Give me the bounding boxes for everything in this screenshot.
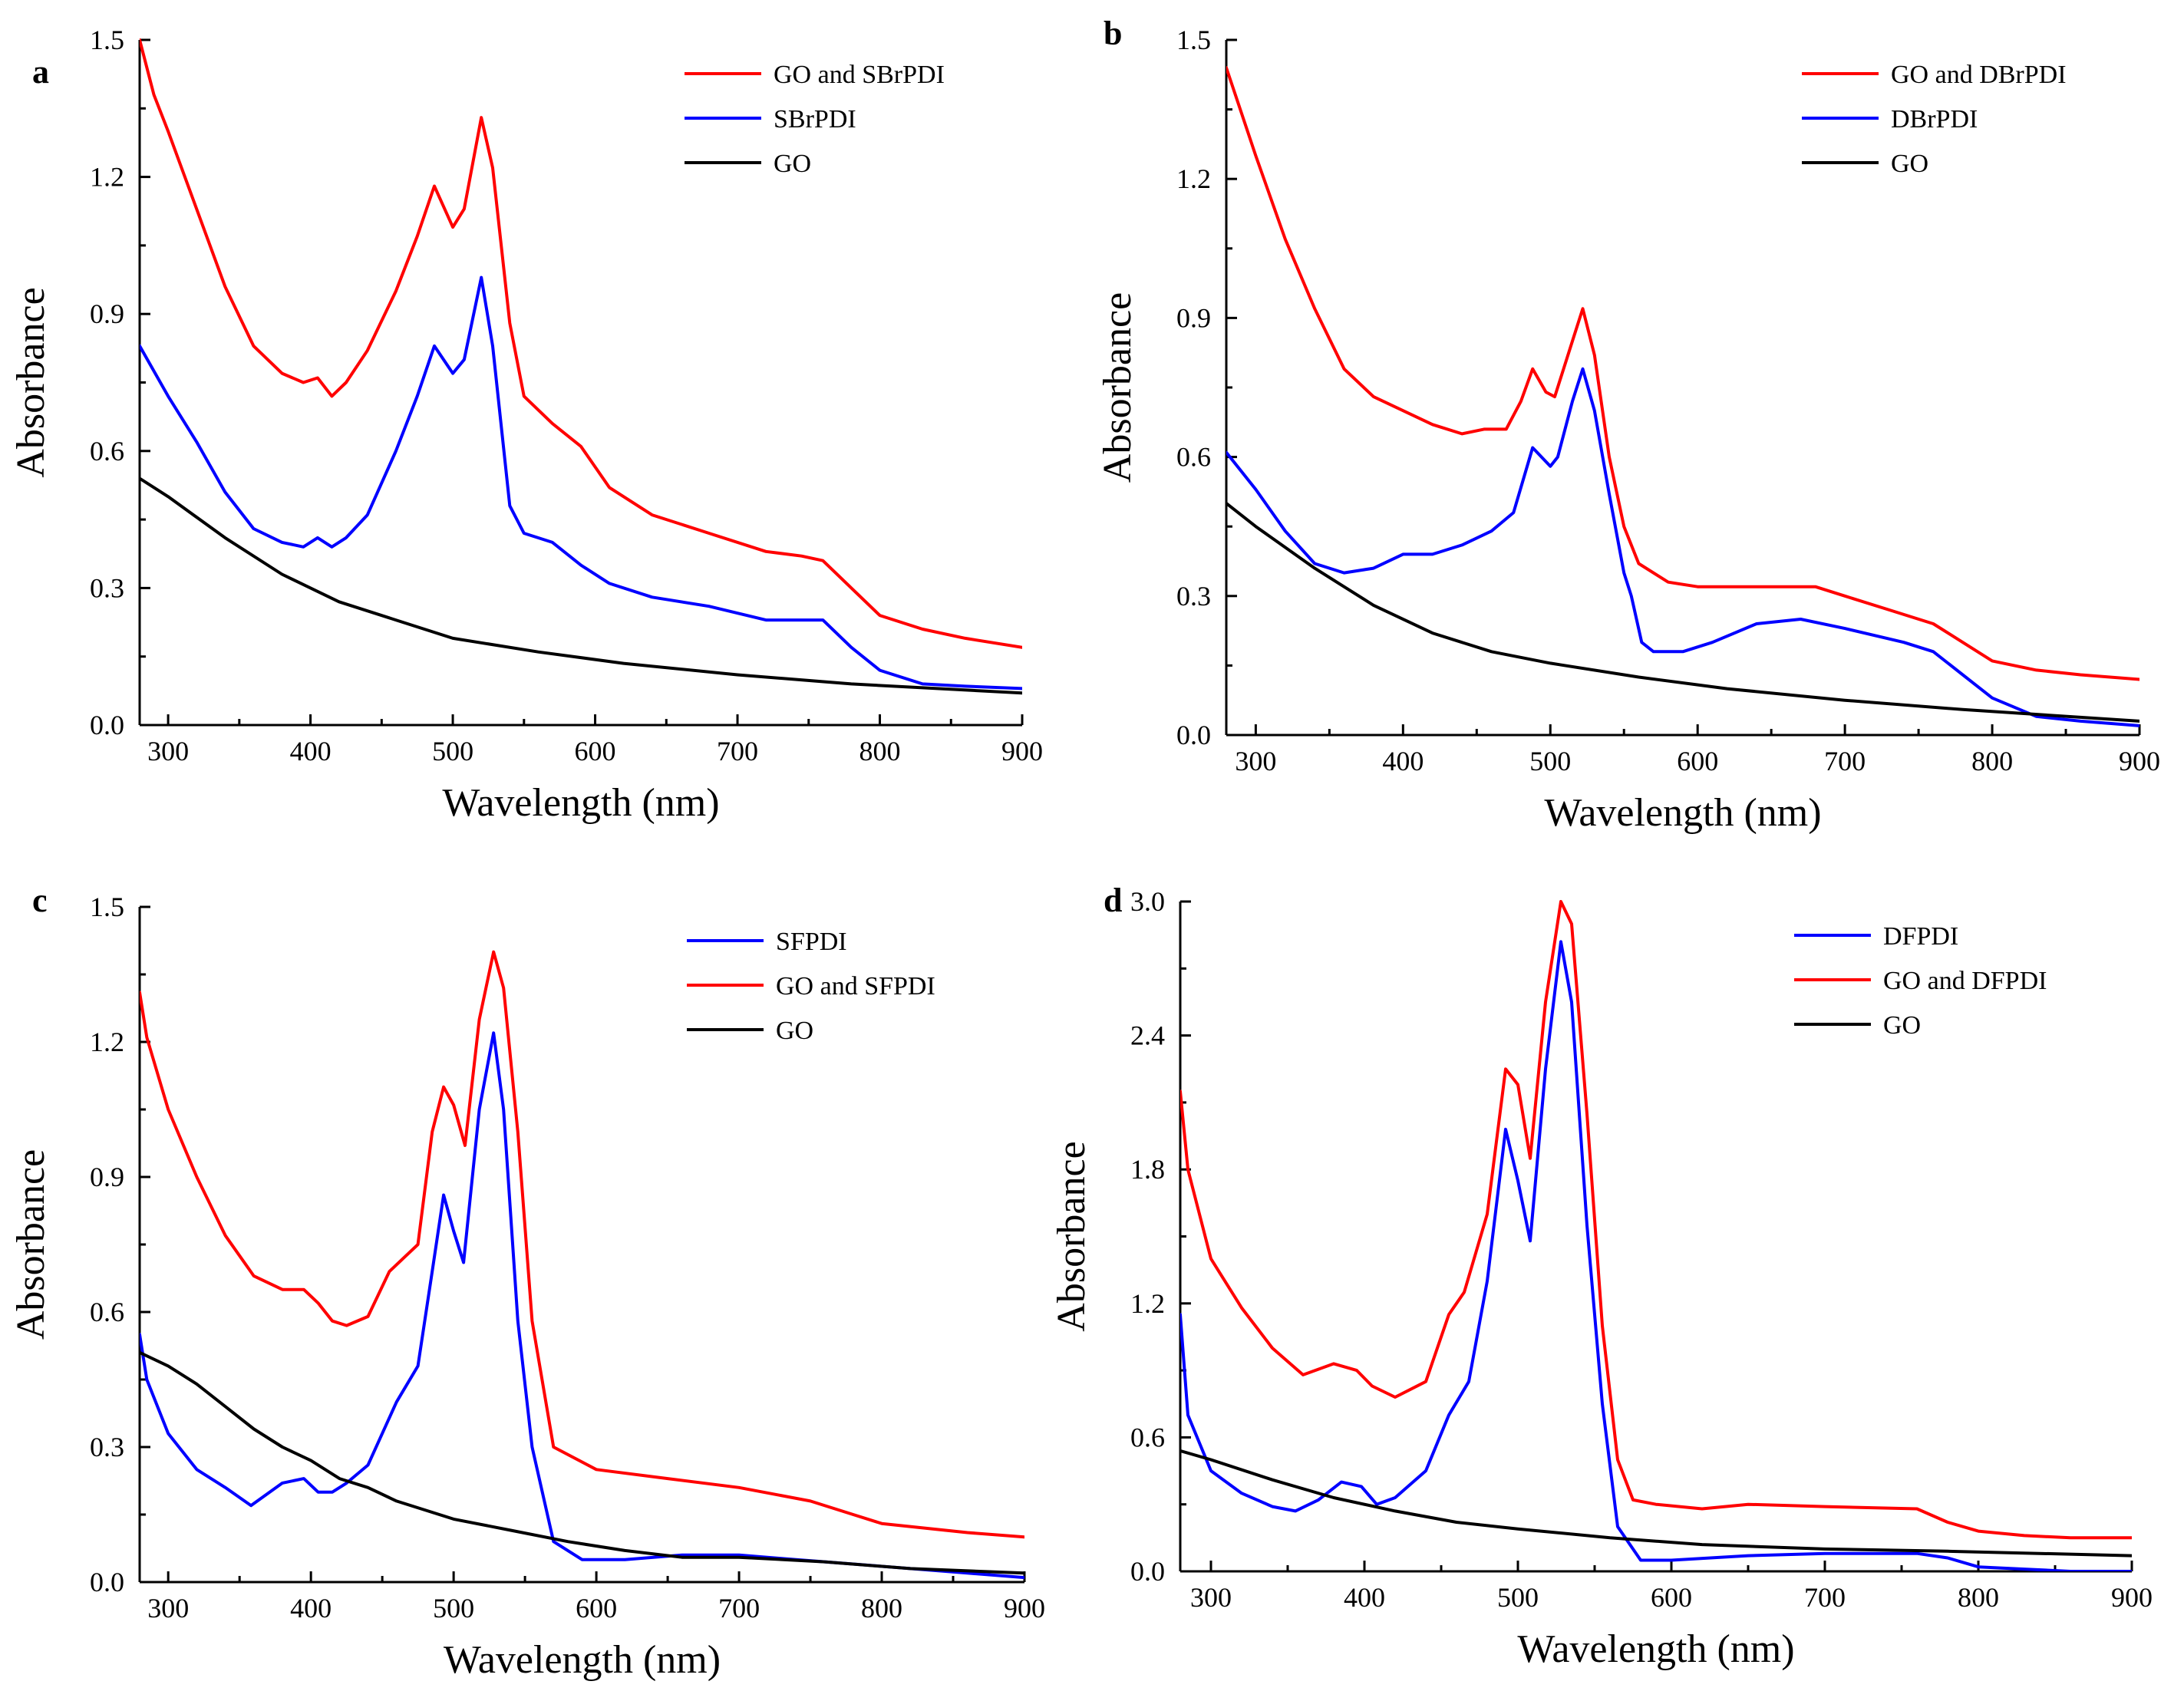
panel-c-y-tick-label: 0.3 (90, 1432, 124, 1462)
panel-a-legend-label: GO and SBrPDI (774, 61, 945, 89)
panel-b-y-tick-label: 0.9 (1176, 302, 1211, 333)
panel-d-y-tick-label: 1.2 (1130, 1288, 1165, 1319)
panel-d-legend-label: GO and DFPDI (1883, 967, 2047, 995)
panel-d-x-axis-title: Wavelength (nm) (1517, 1627, 1794, 1671)
panel-b-series-go-and-dbrpdi (1226, 66, 2139, 681)
panel-c-series-go (140, 1350, 1024, 1575)
panel-d-x-tick-label: 500 (1497, 1582, 1539, 1613)
panel-c-x-axis-title: Wavelength (nm) (444, 1638, 721, 1682)
panel-a-x-tick-label: 700 (717, 736, 758, 766)
panel-a-legend-label: SBrPDI (774, 105, 856, 134)
panel-d-series-go-and-dfpdi (1180, 900, 2132, 1540)
panel-b-y-tick-label: 0.6 (1176, 442, 1211, 473)
panel-d: 300 400 500 600 700 800 900 0.0 0.6 1.2 1.8 2.4 3.0 W… (1050, 882, 2153, 1671)
panel-d-legend-label: GO (1883, 1011, 1921, 1040)
panel-a-x-tick-label: 600 (575, 736, 616, 766)
panel-b-x-tick-label: 300 (1235, 746, 1276, 776)
panel-c-series-group (140, 950, 1024, 1580)
panel-d-x-tick-label: 600 (1651, 1582, 1692, 1613)
panel-c-y-tick-label: 0.0 (90, 1567, 124, 1597)
panel-c: 300 400 500 600 700 800 900 0.0 0.3 0.6 0.9 1.2 1.5 W… (9, 882, 1045, 1682)
panel-c-x-tick-label: 500 (433, 1593, 474, 1624)
panel-d-x-tick-label: 300 (1190, 1582, 1232, 1613)
panel-c-letter: c (32, 882, 48, 919)
panel-a-x-tick-label: 500 (432, 736, 473, 766)
panel-a-x-axis-title: Wavelength (nm) (442, 781, 719, 825)
panel-d-y-tick-label: 1.8 (1130, 1154, 1165, 1185)
panel-d-series-dfpdi (1180, 940, 2132, 1571)
panel-c-x-tick-label: 700 (718, 1593, 760, 1624)
panel-a-x-tick-label: 800 (859, 736, 901, 766)
panel-c-y-tick-label: 0.6 (90, 1297, 124, 1327)
panel-a-y-tick-label: 1.5 (90, 25, 124, 55)
panel-a-series-sbrpdi (140, 275, 1022, 691)
panel-c-x-tick-label: 600 (576, 1593, 617, 1624)
panel-b-letter: b (1104, 15, 1122, 52)
panel-b-x-tick-label: 900 (2119, 746, 2160, 776)
panel-b-series-group (1226, 66, 2139, 727)
panel-c-x-tick-label: 900 (1004, 1593, 1045, 1624)
panel-d-x-tick-label: 900 (2111, 1582, 2153, 1613)
panel-b-y-tick-label: 1.2 (1176, 163, 1211, 194)
panel-a-legend-label: GO (774, 150, 811, 178)
panel-d-x-tick-label: 400 (1344, 1582, 1385, 1613)
panel-a: 300 400 500 600 700 800 900 0.0 0.3 0.6 0.9 1.2 1.5 W… (9, 25, 1043, 825)
panel-b-legend-label: GO (1891, 150, 1928, 178)
panel-d-y-axis-title: Absorbance (1050, 1141, 1094, 1331)
panel-b-y-tick-label: 0.3 (1176, 581, 1211, 612)
panel-c-series-sfpdi (140, 1031, 1024, 1580)
panel-d-x-tick-label: 800 (1958, 1582, 1999, 1613)
panel-d-y-tick-label: 3.0 (1130, 886, 1165, 917)
panel-b-x-axis-title: Wavelength (nm) (1544, 791, 1821, 835)
panel-c-y-tick-label: 0.9 (90, 1162, 124, 1192)
panel-b-y-axis-title: Absorbance (1096, 292, 1140, 483)
panel-c-x-tick-label: 300 (147, 1593, 189, 1624)
panel-a-x-tick-label: 400 (290, 736, 332, 766)
panel-d-x-tick-label: 700 (1804, 1582, 1846, 1613)
panel-b-series-dbrpdi (1226, 367, 2139, 727)
panel-d-legend-label: DFPDI (1883, 922, 1958, 951)
panel-a-series-go (140, 476, 1022, 695)
panel-c-series-go-and-sfpdi (140, 950, 1024, 1539)
panel-b-legend-label: DBrPDI (1891, 105, 1978, 134)
panel-a-y-tick-label: 0.0 (90, 710, 124, 740)
panel-c-x-tick-label: 800 (861, 1593, 902, 1624)
panel-a-y-tick-label: 0.3 (90, 572, 124, 603)
panel-a-y-axis-title: Absorbance (9, 287, 53, 477)
panel-a-series-go-and-sbrpdi (140, 38, 1022, 649)
panel-d-y-tick-label: 2.4 (1130, 1020, 1165, 1051)
panel-a-y-tick-label: 0.9 (90, 298, 124, 329)
panel-c-y-tick-label: 1.2 (90, 1027, 124, 1057)
panel-a-letter: a (32, 53, 49, 91)
panel-b-x-tick-label: 600 (1677, 746, 1718, 776)
panel-d-y-tick-label: 0.0 (1130, 1556, 1165, 1587)
panel-b-y-tick-label: 0.0 (1176, 720, 1211, 750)
panel-d-y-tick-label: 0.6 (1130, 1422, 1165, 1452)
panel-b-series-go (1226, 502, 2139, 723)
panel-d-letter: d (1104, 882, 1122, 919)
panel-c-y-tick-label: 1.5 (90, 892, 124, 922)
panel-b: 300 400 500 600 700 800 900 0.0 0.3 0.6 0.9 1.2 1.5 W… (1096, 15, 2160, 835)
panel-c-legend-label: SFPDI (776, 928, 847, 956)
panel-b-x-tick-label: 500 (1529, 746, 1571, 776)
panel-b-y-tick-label: 1.5 (1176, 25, 1211, 55)
panel-a-y-tick-label: 0.6 (90, 436, 124, 466)
panel-a-x-tick-label: 300 (147, 736, 189, 766)
panel-c-legend-label: GO and SFPDI (776, 972, 935, 1000)
panel-d-series-go (1180, 1449, 2132, 1558)
panel-a-x-tick-label: 900 (1001, 736, 1043, 766)
panel-b-x-tick-label: 400 (1382, 746, 1424, 776)
panel-b-legend-label: GO and DBrPDI (1891, 61, 2067, 89)
panel-c-x-tick-label: 400 (290, 1593, 332, 1624)
panel-d-series-group (1180, 900, 2132, 1571)
panel-b-x-tick-label: 800 (1971, 746, 2013, 776)
panel-a-series-group (140, 38, 1022, 695)
panel-a-y-tick-label: 1.2 (90, 162, 124, 193)
panel-c-y-axis-title: Absorbance (9, 1149, 53, 1340)
panel-c-legend-label: GO (776, 1017, 813, 1045)
panel-b-x-tick-label: 700 (1824, 746, 1866, 776)
